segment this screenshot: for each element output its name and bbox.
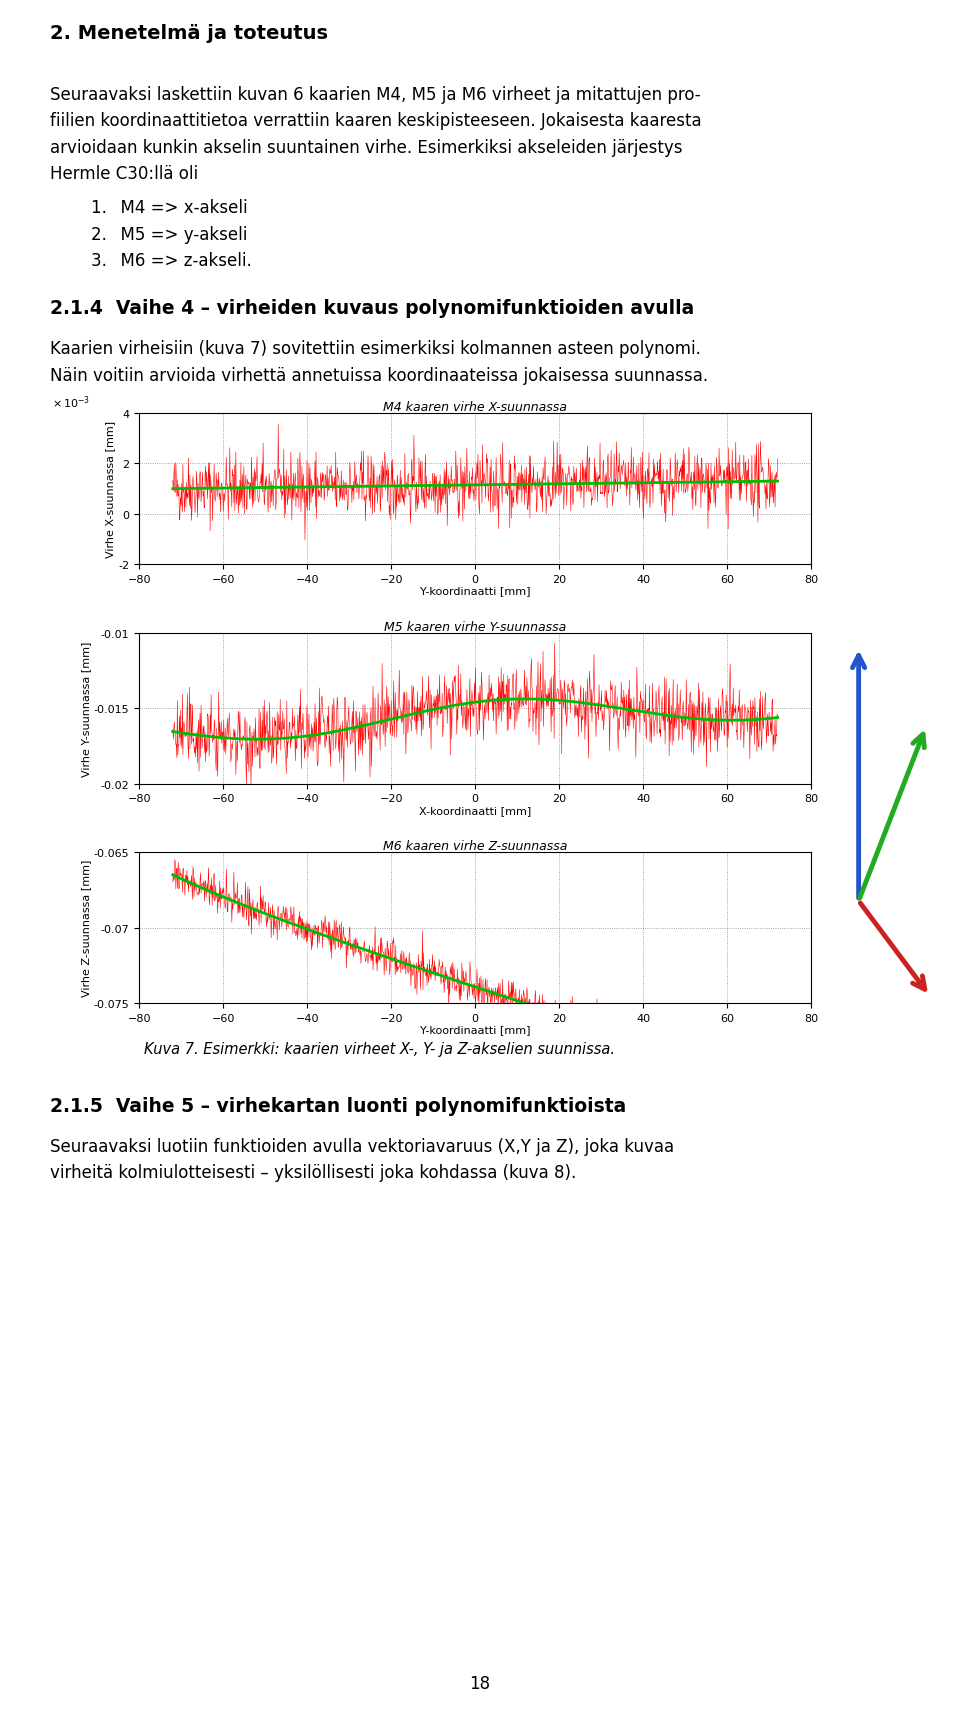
Text: 2.  M5 => y-akseli: 2. M5 => y-akseli <box>91 225 248 243</box>
Text: 3.  M6 => z-akseli.: 3. M6 => z-akseli. <box>91 252 252 269</box>
Text: 2.1.5  Vaihe 5 – virhekartan luonti polynomifunktioista: 2.1.5 Vaihe 5 – virhekartan luonti polyn… <box>50 1095 626 1116</box>
Text: fiilien koordinaattitietoa verrattiin kaaren keskipisteeseen. Jokaisesta kaarest: fiilien koordinaattitietoa verrattiin ka… <box>50 113 702 130</box>
Text: 1.  M4 => x-akseli: 1. M4 => x-akseli <box>91 199 248 216</box>
Title: M6 kaaren virhe Z-suunnassa: M6 kaaren virhe Z-suunnassa <box>383 840 567 852</box>
Title: M4 kaaren virhe X-suunnassa: M4 kaaren virhe X-suunnassa <box>383 401 567 413</box>
Text: 18: 18 <box>469 1675 491 1692</box>
Text: Näin voitiin arvioida virhettä annetuissa koordinaateissa jokaisessa suunnassa.: Näin voitiin arvioida virhettä annetuiss… <box>50 367 708 384</box>
Text: arvioidaan kunkin akselin suuntainen virhe. Esimerkiksi akseleiden järjestys: arvioidaan kunkin akselin suuntainen vir… <box>50 139 683 156</box>
Text: Seuraavaksi laskettiin kuvan 6 kaarien M4, M5 ja M6 virheet ja mitattujen pro-: Seuraavaksi laskettiin kuvan 6 kaarien M… <box>50 86 701 103</box>
Y-axis label: Virhe Y-suunnassa [mm]: Virhe Y-suunnassa [mm] <box>81 641 91 776</box>
Text: Hermle C30:llä oli: Hermle C30:llä oli <box>50 165 198 183</box>
Y-axis label: Virhe Z-suunnassa [mm]: Virhe Z-suunnassa [mm] <box>81 859 91 998</box>
Text: virheitä kolmiulotteisesti – yksilöllisesti joka kohdassa (kuva 8).: virheitä kolmiulotteisesti – yksilöllise… <box>50 1164 576 1181</box>
X-axis label: X-koordinaatti [mm]: X-koordinaatti [mm] <box>420 806 531 816</box>
Text: Seuraavaksi luotiin funktioiden avulla vektoriavaruus (X,Y ja Z), joka kuvaa: Seuraavaksi luotiin funktioiden avulla v… <box>50 1136 674 1155</box>
Text: Kuva 7. Esimerkki: kaarien virheet X-, Y- ja Z-akselien suunnissa.: Kuva 7. Esimerkki: kaarien virheet X-, Y… <box>144 1040 615 1056</box>
X-axis label: Y-koordinaatti [mm]: Y-koordinaatti [mm] <box>420 586 531 596</box>
Text: 2. Menetelmä ja toteutus: 2. Menetelmä ja toteutus <box>50 24 328 43</box>
Text: 2.1.4  Vaihe 4 – virheiden kuvaus polynomifunktioiden avulla: 2.1.4 Vaihe 4 – virheiden kuvaus polynom… <box>50 298 694 319</box>
Text: $\times\,10^{-3}$: $\times\,10^{-3}$ <box>52 394 90 411</box>
Y-axis label: Virhe X-suunnassa [mm]: Virhe X-suunnassa [mm] <box>106 422 115 557</box>
X-axis label: Y-koordinaatti [mm]: Y-koordinaatti [mm] <box>420 1025 531 1035</box>
Text: Kaarien virheisiin (kuva 7) sovitettiin esimerkiksi kolmannen asteen polynomi.: Kaarien virheisiin (kuva 7) sovitettiin … <box>50 339 701 358</box>
Title: M5 kaaren virhe Y-suunnassa: M5 kaaren virhe Y-suunnassa <box>384 620 566 632</box>
